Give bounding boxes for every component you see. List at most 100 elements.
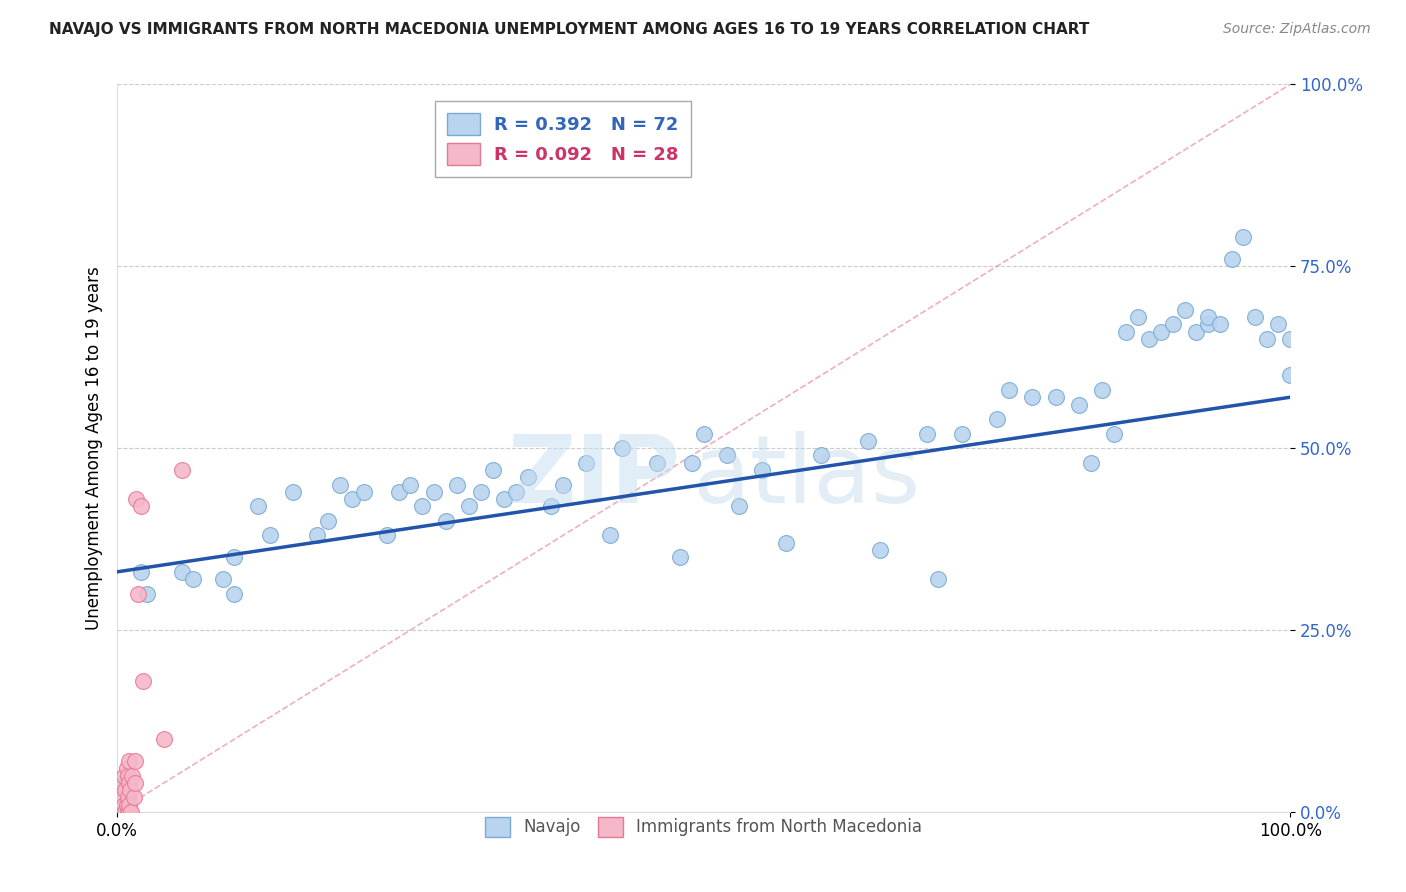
Point — [121, 768, 143, 782]
Point — [856, 434, 879, 448]
Point — [1174, 302, 1197, 317]
Point — [129, 565, 152, 579]
Point — [1067, 397, 1090, 411]
Point — [1021, 390, 1043, 404]
Point — [183, 572, 205, 586]
Point — [1115, 325, 1137, 339]
Point — [125, 492, 148, 507]
Point — [458, 500, 481, 514]
Point — [129, 500, 152, 514]
Point — [118, 797, 141, 812]
Point — [915, 426, 938, 441]
Point — [122, 790, 145, 805]
Point — [114, 805, 136, 819]
Point — [399, 477, 422, 491]
Point — [810, 449, 832, 463]
Point — [124, 754, 146, 768]
Point — [1137, 332, 1160, 346]
Point — [692, 426, 714, 441]
Point — [170, 463, 193, 477]
Point — [1150, 325, 1173, 339]
Point — [170, 565, 193, 579]
Point — [1185, 325, 1208, 339]
Point — [115, 797, 138, 812]
Point — [681, 456, 703, 470]
Point — [1209, 318, 1232, 332]
Point — [446, 477, 468, 491]
Point — [132, 673, 155, 688]
Point — [353, 484, 375, 499]
Point — [1256, 332, 1278, 346]
Point — [117, 790, 139, 805]
Point — [494, 492, 516, 507]
Point — [112, 805, 135, 819]
Text: atlas: atlas — [692, 431, 920, 524]
Text: Source: ZipAtlas.com: Source: ZipAtlas.com — [1223, 22, 1371, 37]
Point — [775, 535, 797, 549]
Point — [470, 484, 492, 499]
Point — [115, 761, 138, 775]
Point — [423, 484, 446, 499]
Point — [610, 441, 633, 455]
Point — [224, 550, 246, 565]
Point — [1045, 390, 1067, 404]
Point — [927, 572, 949, 586]
Point — [120, 805, 142, 819]
Point — [120, 783, 142, 797]
Point — [751, 463, 773, 477]
Point — [1279, 368, 1302, 383]
Point — [869, 543, 891, 558]
Point — [318, 514, 340, 528]
Text: NAVAJO VS IMMIGRANTS FROM NORTH MACEDONIA UNEMPLOYMENT AMONG AGES 16 TO 19 YEARS: NAVAJO VS IMMIGRANTS FROM NORTH MACEDONI… — [49, 22, 1090, 37]
Point — [1220, 252, 1243, 266]
Point — [224, 587, 246, 601]
Point — [127, 587, 149, 601]
Point — [1091, 383, 1114, 397]
Point — [135, 587, 157, 601]
Text: ZIP: ZIP — [508, 431, 681, 524]
Point — [112, 797, 135, 812]
Point — [481, 463, 503, 477]
Point — [112, 776, 135, 790]
Point — [1080, 456, 1102, 470]
Point — [375, 528, 398, 542]
Point — [211, 572, 233, 586]
Point — [1197, 318, 1219, 332]
Point — [1232, 230, 1254, 244]
Point — [997, 383, 1019, 397]
Point — [117, 768, 139, 782]
Point — [950, 426, 973, 441]
Point — [986, 412, 1008, 426]
Point — [114, 783, 136, 797]
Point — [388, 484, 411, 499]
Point — [1161, 318, 1184, 332]
Point — [305, 528, 328, 542]
Y-axis label: Unemployment Among Ages 16 to 19 years: Unemployment Among Ages 16 to 19 years — [86, 267, 103, 630]
Point — [575, 456, 598, 470]
Point — [118, 754, 141, 768]
Point — [505, 484, 527, 499]
Point — [1102, 426, 1125, 441]
Point — [281, 484, 304, 499]
Point — [540, 500, 562, 514]
Point — [434, 514, 457, 528]
Point — [1197, 310, 1219, 325]
Point — [1267, 318, 1289, 332]
Point — [112, 790, 135, 805]
Point — [118, 776, 141, 790]
Point — [1279, 332, 1302, 346]
Point — [259, 528, 281, 542]
Legend: Navajo, Immigrants from North Macedonia: Navajo, Immigrants from North Macedonia — [478, 810, 929, 844]
Point — [599, 528, 621, 542]
Point — [669, 550, 692, 565]
Point — [124, 776, 146, 790]
Point — [728, 500, 751, 514]
Point — [645, 456, 668, 470]
Point — [329, 477, 352, 491]
Point — [716, 449, 738, 463]
Point — [411, 500, 433, 514]
Point — [112, 768, 135, 782]
Point — [516, 470, 538, 484]
Point — [1244, 310, 1267, 325]
Point — [246, 500, 269, 514]
